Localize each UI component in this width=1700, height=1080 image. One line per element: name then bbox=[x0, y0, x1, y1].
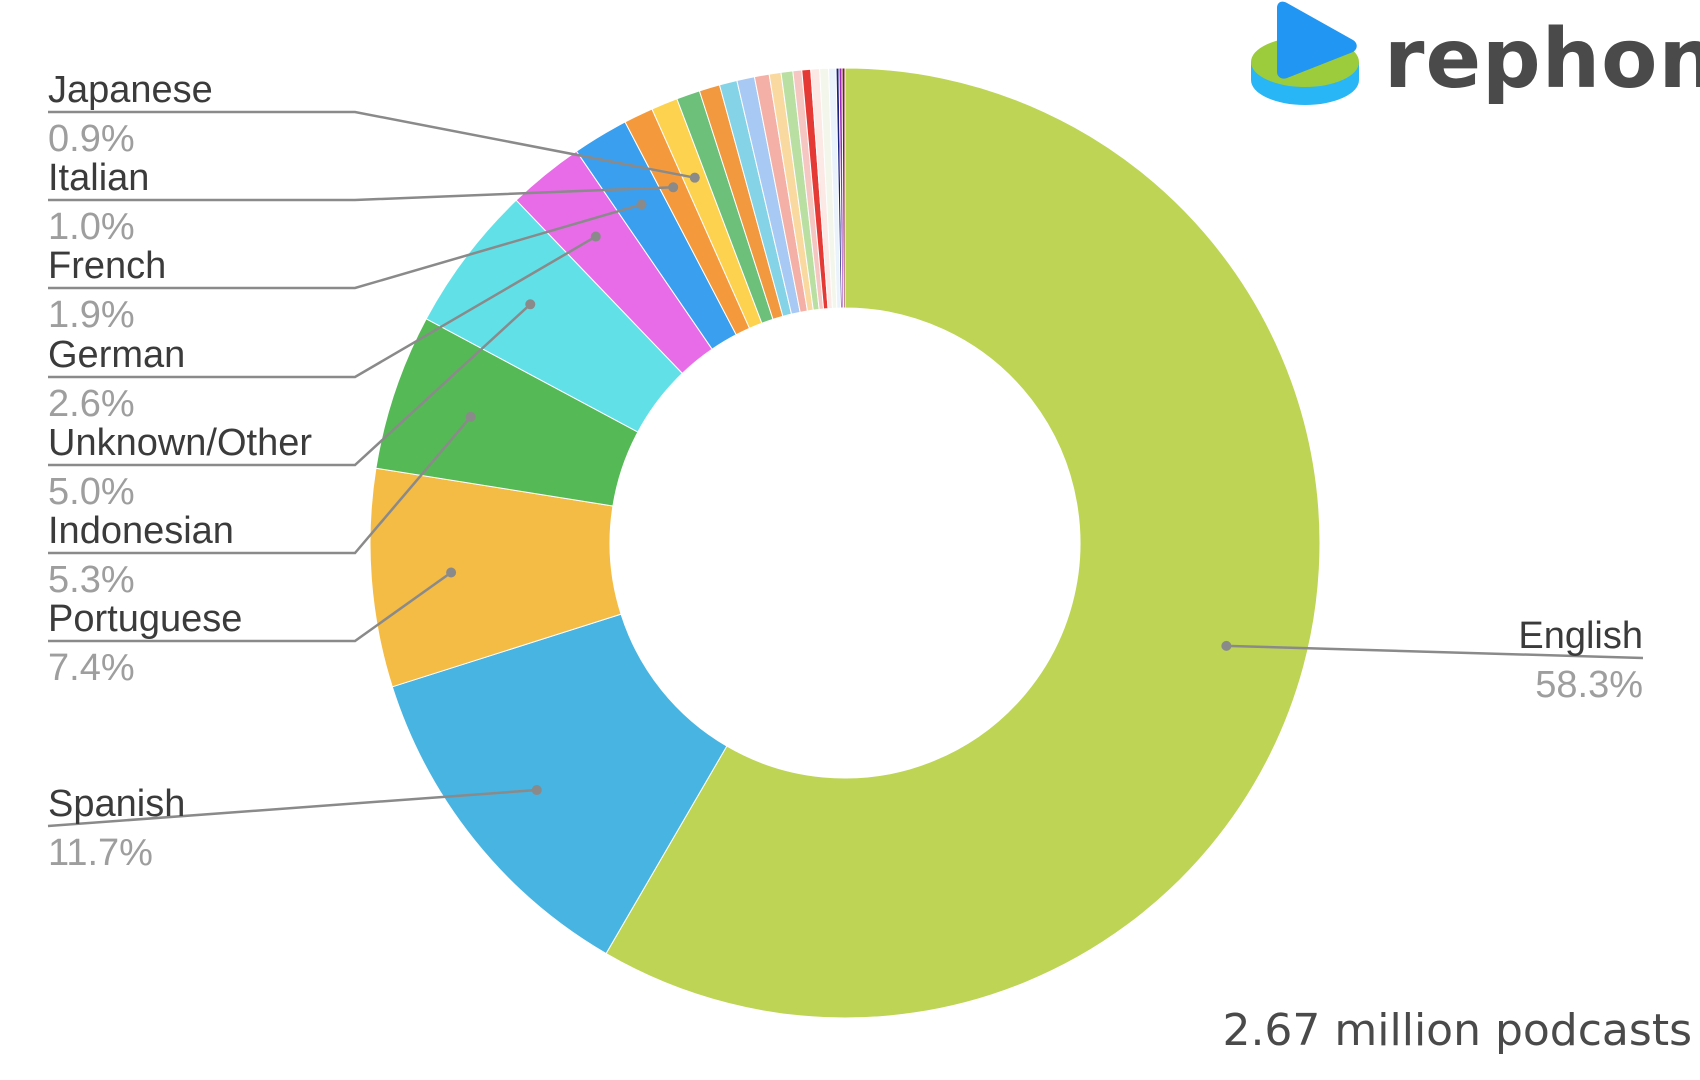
label-name-portuguese: Portuguese bbox=[48, 598, 242, 640]
leader-dot-japanese bbox=[689, 172, 700, 183]
leader-line-french bbox=[48, 203, 642, 290]
label-name-italian: Italian bbox=[48, 157, 149, 199]
label-value-italian: 1.0% bbox=[48, 206, 135, 248]
label-name-japanese: Japanese bbox=[48, 69, 213, 111]
logo-icon bbox=[1251, 1, 1359, 105]
leader-line-spanish bbox=[47, 788, 537, 828]
leader-dot-indonesian bbox=[465, 411, 476, 422]
leader-line-italian bbox=[48, 186, 674, 202]
leader-line-portuguese bbox=[48, 571, 452, 643]
total-podcasts-caption: 2.67 million podcasts bbox=[1222, 1005, 1692, 1056]
slice-labels: English 58.3% Spanish 11.7% Portuguese 7.4% In… bbox=[48, 69, 1643, 874]
leader-line-english bbox=[1226, 644, 1644, 660]
leader-line-german bbox=[48, 235, 597, 379]
slice-spanish bbox=[391, 613, 728, 955]
rephonic-logo: rephonic bbox=[1251, 1, 1700, 107]
label-name-french: French bbox=[48, 245, 166, 287]
label-value-german: 2.6% bbox=[48, 383, 135, 425]
leader-line-indonesian bbox=[48, 416, 472, 555]
slice-english bbox=[605, 67, 1321, 1019]
logo-wordmark: rephonic bbox=[1384, 12, 1700, 107]
leader-lines bbox=[47, 110, 1644, 828]
label-name-english: English bbox=[1518, 615, 1643, 657]
leader-dot-italian bbox=[668, 182, 679, 193]
label-name-indonesian: Indonesian bbox=[48, 510, 234, 552]
label-value-unknown-other: 5.0% bbox=[48, 471, 135, 513]
label-value-english: 58.3% bbox=[1535, 664, 1643, 706]
label-value-spanish: 11.7% bbox=[48, 832, 153, 874]
slice-minor-15 bbox=[841, 67, 846, 309]
label-value-indonesian: 5.3% bbox=[48, 559, 135, 601]
leader-dot-english bbox=[1221, 640, 1232, 651]
label-value-portuguese: 7.4% bbox=[48, 647, 135, 689]
leader-dot-unknown-other bbox=[525, 299, 536, 310]
leader-dot-portuguese bbox=[446, 567, 457, 578]
label-name-german: German bbox=[48, 334, 185, 376]
leader-dot-french bbox=[636, 199, 647, 210]
label-name-spanish: Spanish bbox=[48, 783, 185, 825]
leader-line-japanese bbox=[48, 110, 696, 179]
label-name-unknown-other: Unknown/Other bbox=[48, 422, 312, 464]
label-value-french: 1.9% bbox=[48, 294, 135, 336]
leader-dot-spanish bbox=[531, 785, 542, 796]
leader-dot-german bbox=[590, 231, 601, 242]
label-value-japanese: 0.9% bbox=[48, 118, 135, 160]
leader-line-unknown-other bbox=[48, 303, 532, 467]
donut-slices bbox=[369, 67, 1321, 1019]
